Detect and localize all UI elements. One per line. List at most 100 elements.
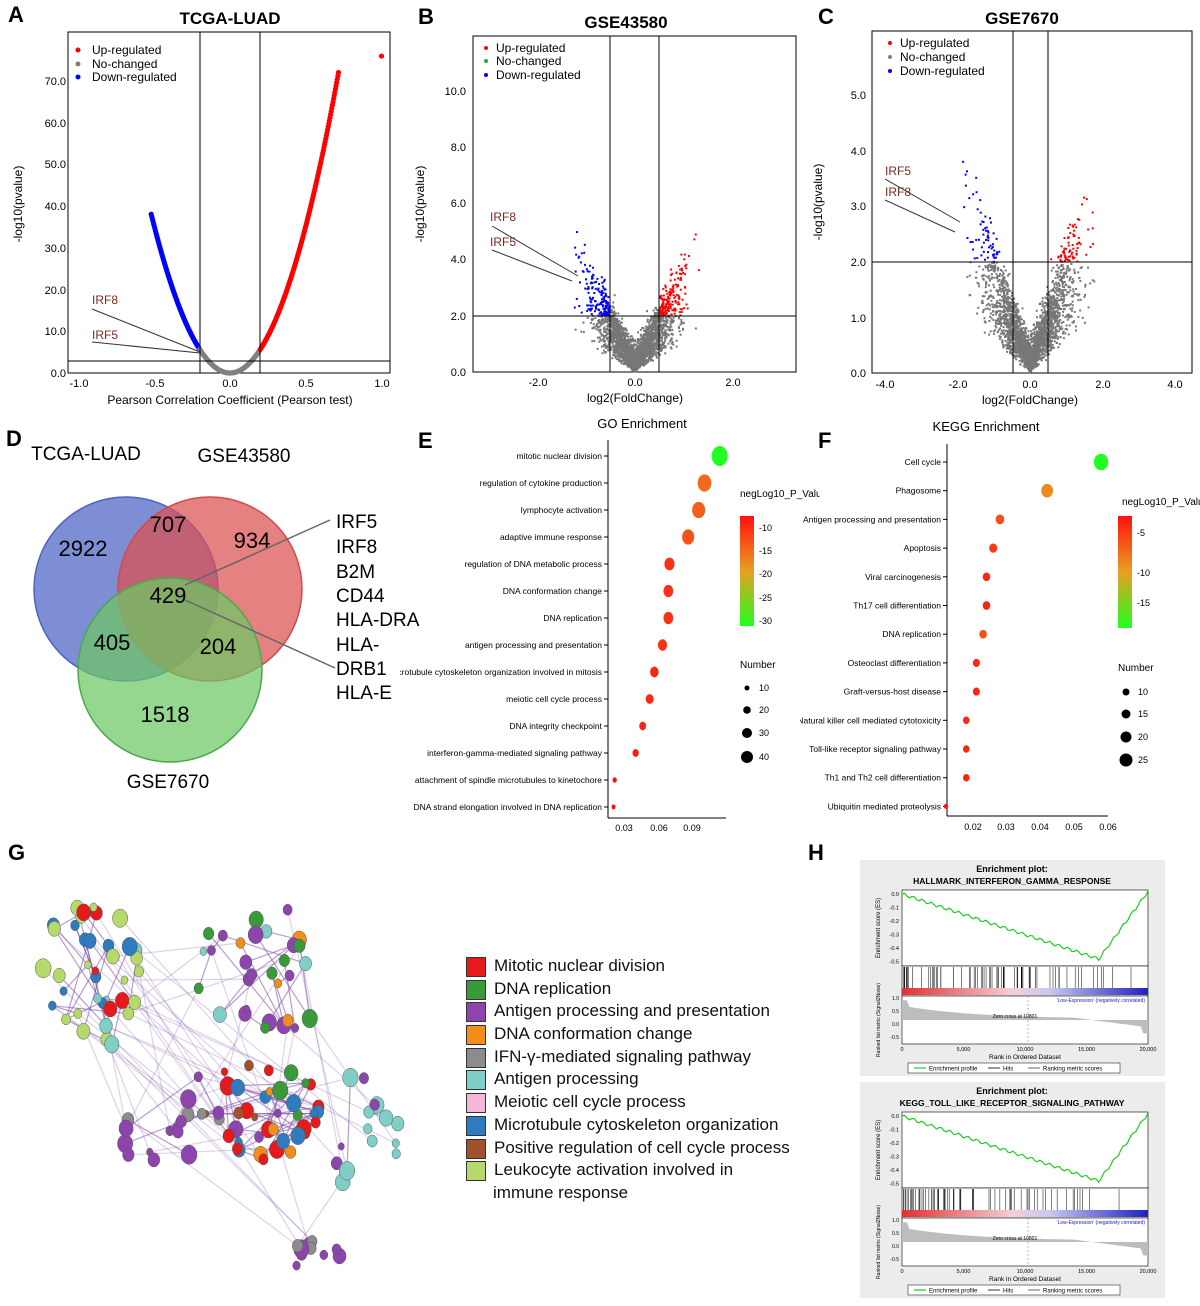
data-point [595,323,598,326]
data-point [1047,340,1050,343]
data-point [650,326,653,329]
data-point [627,346,630,349]
data-point [980,246,983,249]
data-point [998,299,1001,302]
data-point [583,251,586,254]
legend-up-marker [75,47,81,53]
data-point [679,276,682,279]
data-point [645,344,648,347]
data-point [620,350,623,353]
data-point [1005,333,1008,336]
data-point [628,352,631,355]
data-point [981,277,984,280]
data-point [644,360,647,363]
data-point [655,319,658,322]
data-point [659,309,662,312]
legend-up-label: Up-regulated [92,43,161,57]
data-point [1032,357,1035,360]
data-point [625,346,628,349]
data-point [1018,334,1021,337]
data-point [661,346,664,349]
data-point [1007,290,1010,293]
data-point [1049,345,1052,348]
data-point [1035,321,1038,324]
panel-b-title: GSE43580 [584,13,667,32]
data-point [664,329,667,332]
data-point [666,308,669,311]
data-point [604,292,607,295]
data-point [606,328,609,331]
data-point [601,322,604,325]
data-point [636,345,639,348]
data-point [631,367,634,370]
data-point [1069,276,1072,279]
data-point [607,343,610,346]
data-point [639,347,642,350]
data-point [999,316,1002,319]
data-point [610,310,613,313]
data-point [998,283,1001,286]
data-point [683,285,686,288]
data-point [1062,250,1065,253]
data-point [586,270,589,273]
data-point [1002,280,1005,283]
data-point [626,352,629,355]
data-point [968,197,971,200]
data-point [1054,287,1057,290]
data-point [604,343,607,346]
data-point [677,264,680,267]
data-point [987,296,990,299]
data-point [641,358,644,361]
data-point [591,327,594,330]
data-point [1067,315,1070,318]
data-point [686,307,689,310]
data-point [992,296,995,299]
data-point [641,362,644,365]
data-point [682,307,685,310]
data-point [994,305,997,308]
data-point [612,354,615,357]
data-point [990,317,993,320]
legend-down-marker [75,74,81,80]
data-point [1015,302,1018,305]
data-point [1039,357,1042,360]
data-point [657,345,660,348]
data-point [980,254,983,257]
data-point [1033,345,1036,348]
data-point [976,208,979,211]
data-point [652,316,655,319]
data-point [653,335,656,338]
data-point [1018,330,1021,333]
data-point [653,337,656,340]
panel-a-ytick: 10.0 [45,326,66,338]
data-point [622,330,625,333]
data-point [669,320,672,323]
panel-c-points [962,160,1096,374]
data-point [633,344,636,347]
data-point [648,353,651,356]
data-point [670,313,673,316]
data-point [683,253,686,256]
data-point [984,286,987,289]
data-point [656,342,659,345]
data-point [1079,309,1082,312]
data-point [1000,324,1003,327]
data-point [610,330,613,333]
data-point [617,327,620,330]
data-point [1063,304,1066,307]
data-point [669,329,672,332]
data-point [1065,315,1068,318]
panel-b-ytick: 4.0 [451,254,466,266]
panel-c-title: GSE7670 [985,9,1059,28]
data-point [672,319,675,322]
data-point [651,322,654,325]
data-point [1049,307,1052,310]
data-point [649,344,652,347]
data-point [678,272,681,275]
data-point [1062,314,1065,317]
data-point [1062,268,1065,271]
data-point [650,347,653,350]
data-point [1016,327,1019,330]
data-point [639,358,642,361]
data-point [663,306,666,309]
